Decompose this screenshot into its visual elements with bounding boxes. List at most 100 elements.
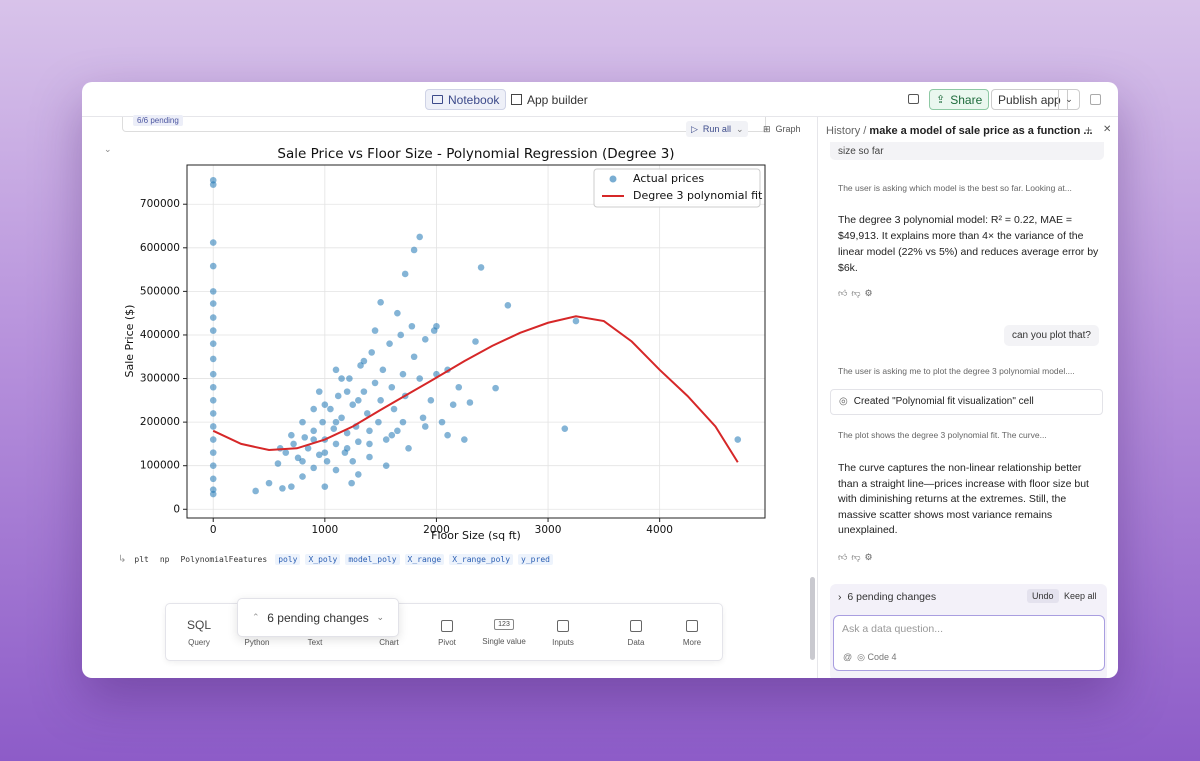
share-button[interactable]: ⇪ Share bbox=[929, 89, 990, 110]
cell-type-button[interactable]: Pivot bbox=[417, 618, 477, 647]
legend-swatch bbox=[609, 175, 617, 183]
data-point bbox=[421, 423, 429, 430]
keep-all-button[interactable]: Keep all bbox=[1064, 591, 1097, 601]
message-text: can you plot that? bbox=[1012, 330, 1091, 341]
data-point bbox=[310, 405, 317, 413]
input-placeholder: Ask a data question... bbox=[842, 623, 943, 635]
data-point bbox=[734, 436, 742, 443]
plot-frame bbox=[186, 164, 766, 519]
history-link[interactable]: History bbox=[826, 125, 861, 137]
data-point bbox=[343, 388, 351, 395]
data-point bbox=[449, 401, 457, 408]
data-point bbox=[294, 454, 302, 462]
data-point bbox=[394, 427, 401, 435]
data-point bbox=[209, 490, 217, 498]
feedback-icons[interactable]: 👍︎👎︎⚙︎ bbox=[838, 288, 877, 298]
data-point bbox=[405, 444, 412, 452]
cell-type-label: Inputs bbox=[552, 638, 574, 647]
variable-tag: poly bbox=[275, 554, 301, 565]
thinking-text[interactable]: The user is asking me to plot the degree… bbox=[838, 366, 1075, 376]
icon bbox=[511, 94, 522, 105]
button-label: Run all bbox=[702, 124, 731, 134]
graph-button[interactable]: ⊞ Graph bbox=[763, 121, 801, 137]
close-button[interactable]: ✕ bbox=[1103, 124, 1112, 135]
data-point bbox=[477, 264, 485, 271]
data-point bbox=[334, 392, 342, 400]
cell-type-label: More bbox=[682, 638, 702, 647]
model-picker[interactable]: @ ◎ Code 4 bbox=[843, 652, 897, 662]
y-tick-label: 700000 bbox=[140, 198, 180, 210]
fit-line bbox=[212, 315, 739, 463]
button-label: Publish app bbox=[998, 92, 1061, 107]
data-point bbox=[290, 440, 297, 448]
data-point bbox=[209, 314, 217, 321]
chip-text: Created "Polynomial fit visualization" c… bbox=[853, 396, 1034, 407]
data-point bbox=[379, 366, 387, 374]
undo-button[interactable]: Undo bbox=[1027, 589, 1059, 603]
top-bar: Notebook App builder ⇪ Share Publish app … bbox=[82, 82, 1118, 117]
data-point bbox=[397, 331, 405, 339]
panel-icon[interactable] bbox=[1090, 94, 1101, 105]
cell-type-label: Data bbox=[627, 638, 645, 647]
cell-type-button[interactable]: 123 Single value bbox=[474, 618, 534, 646]
comment-icon[interactable] bbox=[908, 94, 919, 104]
data-point bbox=[332, 366, 340, 374]
data-point bbox=[209, 436, 217, 443]
x-tick-label: 1000 bbox=[311, 524, 338, 536]
feedback-icons[interactable]: 👍︎👎︎⚙︎ bbox=[838, 552, 877, 562]
data-point bbox=[355, 397, 362, 404]
data-point bbox=[321, 483, 329, 490]
data-point bbox=[315, 451, 323, 459]
data-point bbox=[304, 444, 312, 452]
data-point bbox=[466, 399, 474, 406]
pending-toggle[interactable]: › 6 pending changes bbox=[838, 591, 937, 603]
data-point bbox=[209, 300, 217, 307]
cell-type-icon bbox=[686, 620, 698, 632]
data-point bbox=[209, 410, 217, 417]
new-thread-button[interactable]: + bbox=[1085, 123, 1093, 137]
chart-background bbox=[118, 140, 772, 550]
cell-type-label: Single value bbox=[482, 637, 526, 646]
data-point bbox=[444, 431, 451, 439]
collapse-toggle[interactable]: ⌄ bbox=[104, 144, 112, 154]
x-tick-label: 2000 bbox=[423, 524, 450, 536]
data-point bbox=[504, 302, 512, 309]
variables-row: ↳ plt np PolynomialFeatures poly X_poly model… bbox=[118, 554, 553, 565]
data-point bbox=[416, 375, 423, 382]
question-input[interactable]: Ask a data question... @ ◎ Code 4 bbox=[833, 615, 1105, 671]
data-point bbox=[492, 384, 499, 392]
popup-label: 6 pending changes bbox=[267, 610, 369, 625]
created-cell-chip[interactable]: ◎ Created "Polynomial fit visualization" … bbox=[830, 389, 1103, 415]
data-point bbox=[401, 270, 409, 278]
data-point bbox=[388, 431, 396, 439]
x-tick-label: 3000 bbox=[535, 524, 562, 536]
icon: ⊞ bbox=[763, 123, 771, 134]
data-point bbox=[288, 431, 295, 439]
x-axis-label: Floor Size (sq ft) bbox=[431, 529, 521, 542]
legend-label: Degree 3 polynomial fit bbox=[633, 189, 763, 202]
x-tick-label: 0 bbox=[210, 524, 217, 536]
pending-label: 6 pending changes bbox=[847, 591, 937, 603]
publish-menu[interactable]: ⌄ bbox=[1058, 89, 1080, 110]
thinking-text[interactable]: The user is asking which model is the be… bbox=[838, 183, 1072, 193]
data-point bbox=[388, 383, 396, 391]
icon: ↳ bbox=[118, 554, 127, 565]
notebook-tab[interactable]: Notebook bbox=[425, 89, 507, 110]
app-builder-tab[interactable]: App builder bbox=[507, 89, 592, 110]
thinking-text[interactable]: The plot shows the degree 3 polynomial f… bbox=[838, 430, 1047, 440]
data-point bbox=[433, 322, 440, 330]
cell-type-button[interactable]: More bbox=[662, 618, 722, 647]
data-point bbox=[209, 262, 217, 270]
variable-tag: plt bbox=[134, 555, 149, 564]
data-point bbox=[410, 353, 418, 361]
cell-type-button[interactable]: Inputs bbox=[533, 618, 593, 647]
data-point bbox=[209, 355, 217, 363]
icon: ⌃ bbox=[252, 612, 260, 622]
data-point bbox=[416, 233, 423, 241]
run-all-button[interactable]: ▷ Run all ⌄ bbox=[686, 121, 749, 137]
cell-type-button[interactable]: Data bbox=[606, 618, 666, 647]
cell-type-button[interactable]: SQL Query bbox=[169, 618, 229, 647]
pending-popup[interactable]: ⌃ 6 pending changes ⌄ bbox=[237, 598, 399, 637]
publish-button[interactable]: Publish app bbox=[991, 89, 1068, 110]
pending-badge: 6/6 pending bbox=[133, 115, 183, 126]
